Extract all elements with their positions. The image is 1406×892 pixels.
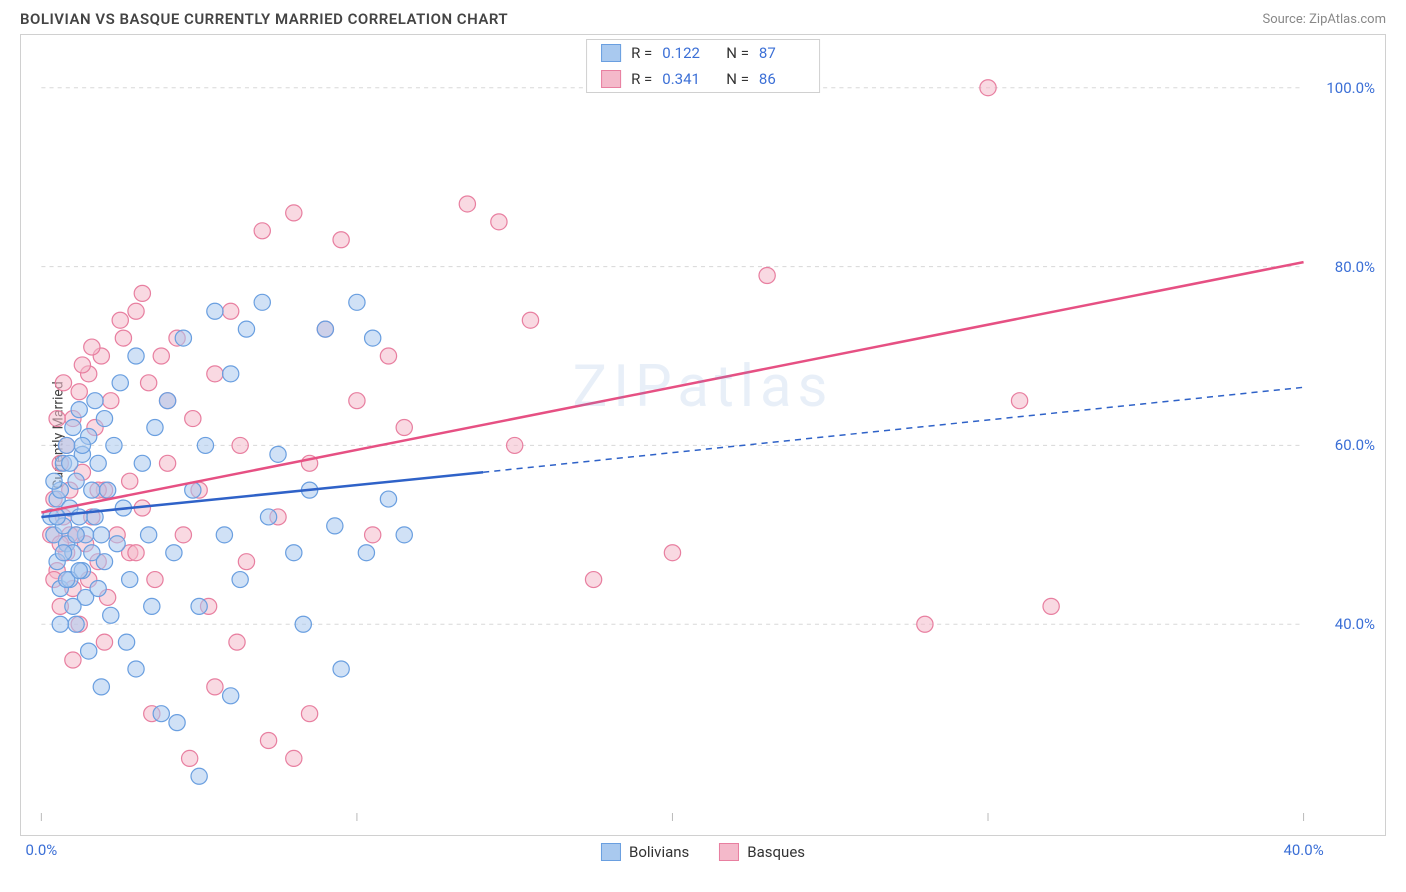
legend-label-bolivians: Bolivians: [629, 843, 689, 861]
legend-stats-row-bolivians: R = 0.122 N = 87: [587, 40, 819, 66]
stat-n-basques: 86: [759, 70, 805, 88]
swatch-bolivians-icon: [601, 843, 621, 861]
stat-n-bolivians: 87: [759, 44, 805, 62]
stat-n-label: N =: [726, 44, 749, 62]
y-tick-label: 40.0%: [1335, 615, 1375, 633]
chart-header: BOLIVIAN VS BASQUE CURRENTLY MARRIED COR…: [0, 0, 1406, 34]
stat-r-label: R =: [631, 44, 652, 62]
x-tick-label: 0.0%: [25, 841, 57, 859]
legend-stats-row-basques: R = 0.341 N = 86: [587, 66, 819, 92]
stat-r-basques: 0.341: [662, 70, 708, 88]
plot-svg: [21, 35, 1385, 835]
legend-item-bolivians: Bolivians: [601, 843, 689, 861]
y-tick-label: 80.0%: [1335, 258, 1375, 276]
y-tick-label: 100.0%: [1326, 79, 1375, 97]
swatch-basques-icon: [719, 843, 739, 861]
swatch-bolivians: [601, 44, 621, 62]
legend-series: Bolivians Basques: [601, 843, 805, 861]
x-tick-label: 40.0%: [1283, 841, 1323, 859]
chart-container: Currently Married ZIPatlas R = 0.122 N =…: [20, 34, 1386, 836]
stat-n-label: N =: [726, 70, 749, 88]
chart-source: Source: ZipAtlas.com: [1262, 12, 1386, 27]
y-tick-label: 60.0%: [1335, 436, 1375, 454]
legend-label-basques: Basques: [747, 843, 805, 861]
legend-item-basques: Basques: [719, 843, 805, 861]
stat-r-label: R =: [631, 70, 652, 88]
chart-title: BOLIVIAN VS BASQUE CURRENTLY MARRIED COR…: [20, 10, 508, 28]
plot-area: ZIPatlas R = 0.122 N = 87 R = 0.341 N = …: [21, 35, 1385, 835]
stat-r-bolivians: 0.122: [662, 44, 708, 62]
swatch-basques: [601, 70, 621, 88]
legend-stats: R = 0.122 N = 87 R = 0.341 N = 86: [586, 39, 820, 93]
